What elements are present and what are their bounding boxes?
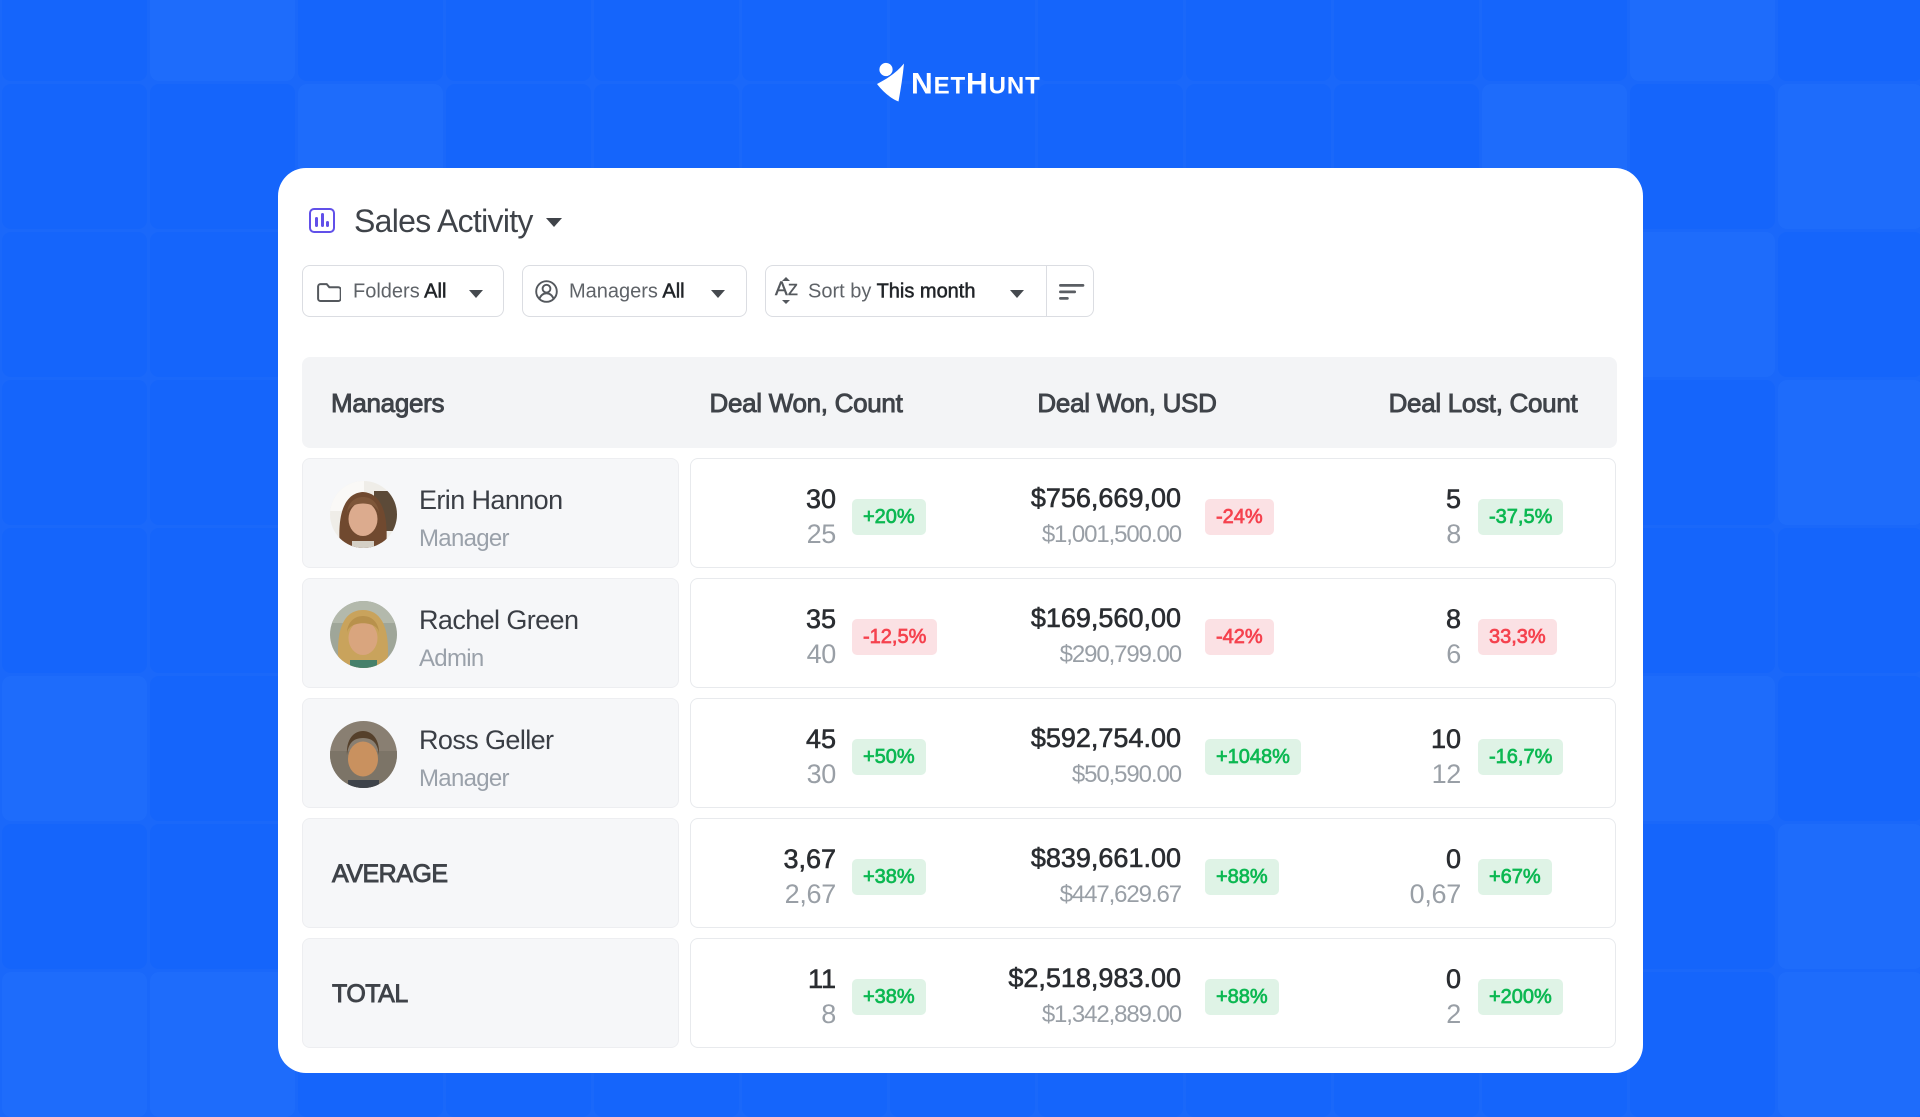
svg-text:NETHUNT: NETHUNT — [911, 68, 1041, 101]
